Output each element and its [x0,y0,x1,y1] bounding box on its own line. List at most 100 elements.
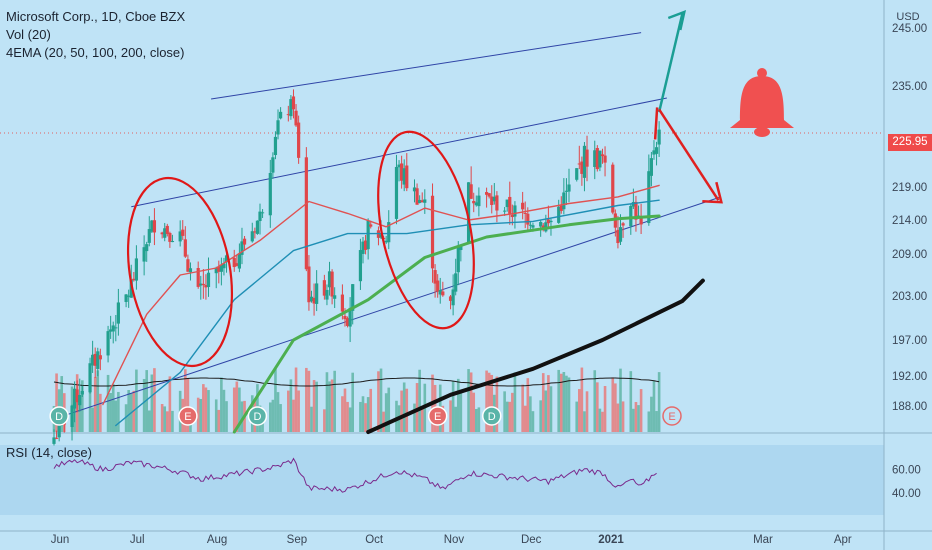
volume-bar [531,411,535,432]
volume-bar [287,390,290,432]
event-marker-e[interactable]: E [178,406,198,426]
time-tick-label: Dec [521,534,542,546]
candle-body [232,257,236,268]
event-marker-d[interactable]: D [247,406,268,426]
volume-bar [395,400,398,432]
candle-body [88,363,92,393]
volume-bar [96,370,100,432]
volume-bar [539,400,542,432]
candle-body [508,196,512,214]
price-tick-label: 192.00 [892,371,927,383]
volume-bar [222,389,226,432]
volume-legend[interactable]: Vol (20) [6,27,51,42]
candle-body [649,158,653,176]
candle-body [322,280,326,296]
volume-bar [292,399,295,432]
volume-bar [549,386,553,432]
candle-body [199,283,203,286]
candle-body [564,190,569,192]
candle-body [178,231,182,242]
candle-body [204,285,208,288]
volume-bar [562,371,566,432]
rsi-legend[interactable]: RSI (14, close) [6,445,92,460]
candle-body [325,289,329,300]
candle-body [366,220,370,250]
volume-bar [521,384,524,432]
candle-body [132,278,136,281]
candle-body [415,188,419,205]
candle-body [549,220,553,223]
candle-body [466,182,471,244]
volume-bar [310,406,313,432]
volume-bar [163,406,167,432]
volume-bar [495,376,499,432]
bull-arrow-line [657,13,684,113]
volume-bar [469,372,473,432]
candle-body [598,150,602,168]
event-marker-e[interactable]: E [662,406,682,426]
candle-body [492,196,496,202]
volume-bar [593,370,597,432]
candle-body [523,212,527,214]
volume-bar [477,407,481,432]
candle-body [57,420,61,438]
volume-bar [637,405,640,432]
volume-bar [420,407,424,432]
candle-body [240,241,244,255]
candle-body [168,232,172,242]
candle-body [258,211,262,222]
event-marker-e[interactable]: E [427,406,448,426]
candle-body [513,205,517,217]
candle-body [616,229,620,244]
candle-body [147,229,151,243]
volume-bar [333,370,336,432]
volume-bar [578,389,581,432]
price-tick-label: 214.00 [892,215,927,227]
rsi-line [53,457,657,493]
price-tick-label: 203.00 [892,291,927,303]
volume-bar [127,390,130,432]
candle-body [271,157,275,173]
volume-bar [150,374,154,432]
red-circle-oct [377,130,475,330]
candle-body [93,353,97,366]
volume-bar [269,402,272,432]
rsi-tick-label: 40.00 [892,488,921,500]
last-price-tag: 225.95 [888,134,932,151]
candle-body [657,129,661,145]
event-marker-d[interactable]: D [49,406,69,426]
candle-body [459,245,463,251]
candle-body [276,120,280,135]
event-marker-d[interactable]: D [482,406,502,426]
volume-bar [632,408,635,432]
channel-upper-line [210,32,642,100]
volume-bar [583,411,586,432]
volume-bar [343,388,347,432]
volume-bar [60,376,64,432]
candle-body [304,157,308,270]
volume-bar [459,389,463,432]
volume-bar [346,401,349,432]
symbol-legend[interactable]: Microsoft Corp., 1D, Cboe BZX [6,9,186,24]
volume-bar [307,370,311,432]
volume-ma-line [53,377,660,387]
candle-body [451,289,455,306]
time-tick-label: Jun [51,534,70,546]
volume-bar [160,404,164,432]
candle-body [430,195,435,269]
volume-bar [91,407,94,432]
candle-body [634,201,638,220]
candle-body [358,250,363,282]
candle-body [78,394,82,406]
candle-body [495,195,499,211]
volume-bar [225,401,228,432]
candle-body [593,150,597,167]
time-tick-label: Jul [130,534,145,546]
candle-body [412,187,417,192]
candle-body [477,195,481,207]
ema-legend[interactable]: 4EMA (20, 50, 100, 200, close) [6,45,185,60]
ema-200-line [366,278,705,434]
candle-body [134,258,138,281]
